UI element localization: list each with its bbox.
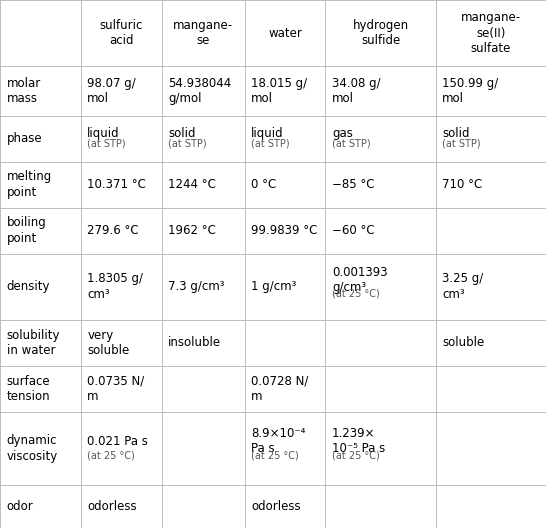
Text: molar
mass: molar mass	[7, 77, 41, 105]
Text: 8.9×10⁻⁴
Pa s: 8.9×10⁻⁴ Pa s	[251, 427, 306, 455]
Text: (at STP): (at STP)	[332, 138, 371, 148]
Text: liquid: liquid	[251, 127, 284, 140]
Text: 34.08 g/
mol: 34.08 g/ mol	[332, 77, 381, 105]
Text: sulfuric
acid: sulfuric acid	[99, 19, 143, 48]
Text: liquid: liquid	[87, 127, 120, 140]
Text: 0.021 Pa s: 0.021 Pa s	[87, 435, 148, 448]
Text: water: water	[268, 26, 302, 40]
Text: 279.6 °C: 279.6 °C	[87, 224, 139, 237]
Text: phase: phase	[7, 132, 42, 145]
Text: (at STP): (at STP)	[442, 138, 481, 148]
Text: (at STP): (at STP)	[168, 138, 207, 148]
Text: (at STP): (at STP)	[251, 138, 290, 148]
Text: 0 °C: 0 °C	[251, 178, 276, 191]
Text: (at 25 °C): (at 25 °C)	[332, 288, 379, 298]
Text: 18.015 g/
mol: 18.015 g/ mol	[251, 77, 307, 105]
Text: mangane-
se(II)
sulfate: mangane- se(II) sulfate	[461, 11, 521, 55]
Text: 0.0728 N/
m: 0.0728 N/ m	[251, 374, 308, 403]
Text: 710 °C: 710 °C	[442, 178, 483, 191]
Text: (at 25 °C): (at 25 °C)	[251, 450, 299, 460]
Text: boiling
point: boiling point	[7, 216, 46, 245]
Text: 54.938044
g/mol: 54.938044 g/mol	[168, 77, 232, 105]
Text: 150.99 g/
mol: 150.99 g/ mol	[442, 77, 498, 105]
Text: 1 g/cm³: 1 g/cm³	[251, 280, 296, 293]
Text: (at STP): (at STP)	[87, 138, 126, 148]
Text: 1244 °C: 1244 °C	[168, 178, 216, 191]
Text: 3.25 g/
cm³: 3.25 g/ cm³	[442, 272, 484, 301]
Text: mangane-
se: mangane- se	[173, 19, 233, 48]
Text: density: density	[7, 280, 50, 293]
Text: odorless: odorless	[87, 500, 137, 513]
Text: 7.3 g/cm³: 7.3 g/cm³	[168, 280, 224, 293]
Text: very
soluble: very soluble	[87, 328, 129, 357]
Text: insoluble: insoluble	[168, 336, 221, 350]
Text: −60 °C: −60 °C	[332, 224, 375, 237]
Text: −85 °C: −85 °C	[332, 178, 375, 191]
Text: solubility
in water: solubility in water	[7, 328, 60, 357]
Text: surface
tension: surface tension	[7, 374, 50, 403]
Text: (at 25 °C): (at 25 °C)	[87, 450, 135, 460]
Text: (at 25 °C): (at 25 °C)	[332, 450, 379, 460]
Text: solid: solid	[168, 127, 195, 140]
Text: soluble: soluble	[442, 336, 484, 350]
Text: gas: gas	[332, 127, 353, 140]
Text: solid: solid	[442, 127, 470, 140]
Text: 98.07 g/
mol: 98.07 g/ mol	[87, 77, 136, 105]
Text: dynamic
viscosity: dynamic viscosity	[7, 434, 58, 463]
Text: 1962 °C: 1962 °C	[168, 224, 216, 237]
Text: odorless: odorless	[251, 500, 301, 513]
Text: 0.0735 N/
m: 0.0735 N/ m	[87, 374, 145, 403]
Text: 1.239×
10⁻⁵ Pa s: 1.239× 10⁻⁵ Pa s	[332, 427, 385, 455]
Text: 99.9839 °C: 99.9839 °C	[251, 224, 318, 237]
Text: 1.8305 g/
cm³: 1.8305 g/ cm³	[87, 272, 144, 301]
Text: 10.371 °C: 10.371 °C	[87, 178, 146, 191]
Text: melting
point: melting point	[7, 171, 52, 199]
Text: odor: odor	[7, 500, 33, 513]
Text: hydrogen
sulfide: hydrogen sulfide	[353, 19, 408, 48]
Text: 0.001393
g/cm³: 0.001393 g/cm³	[332, 266, 388, 294]
